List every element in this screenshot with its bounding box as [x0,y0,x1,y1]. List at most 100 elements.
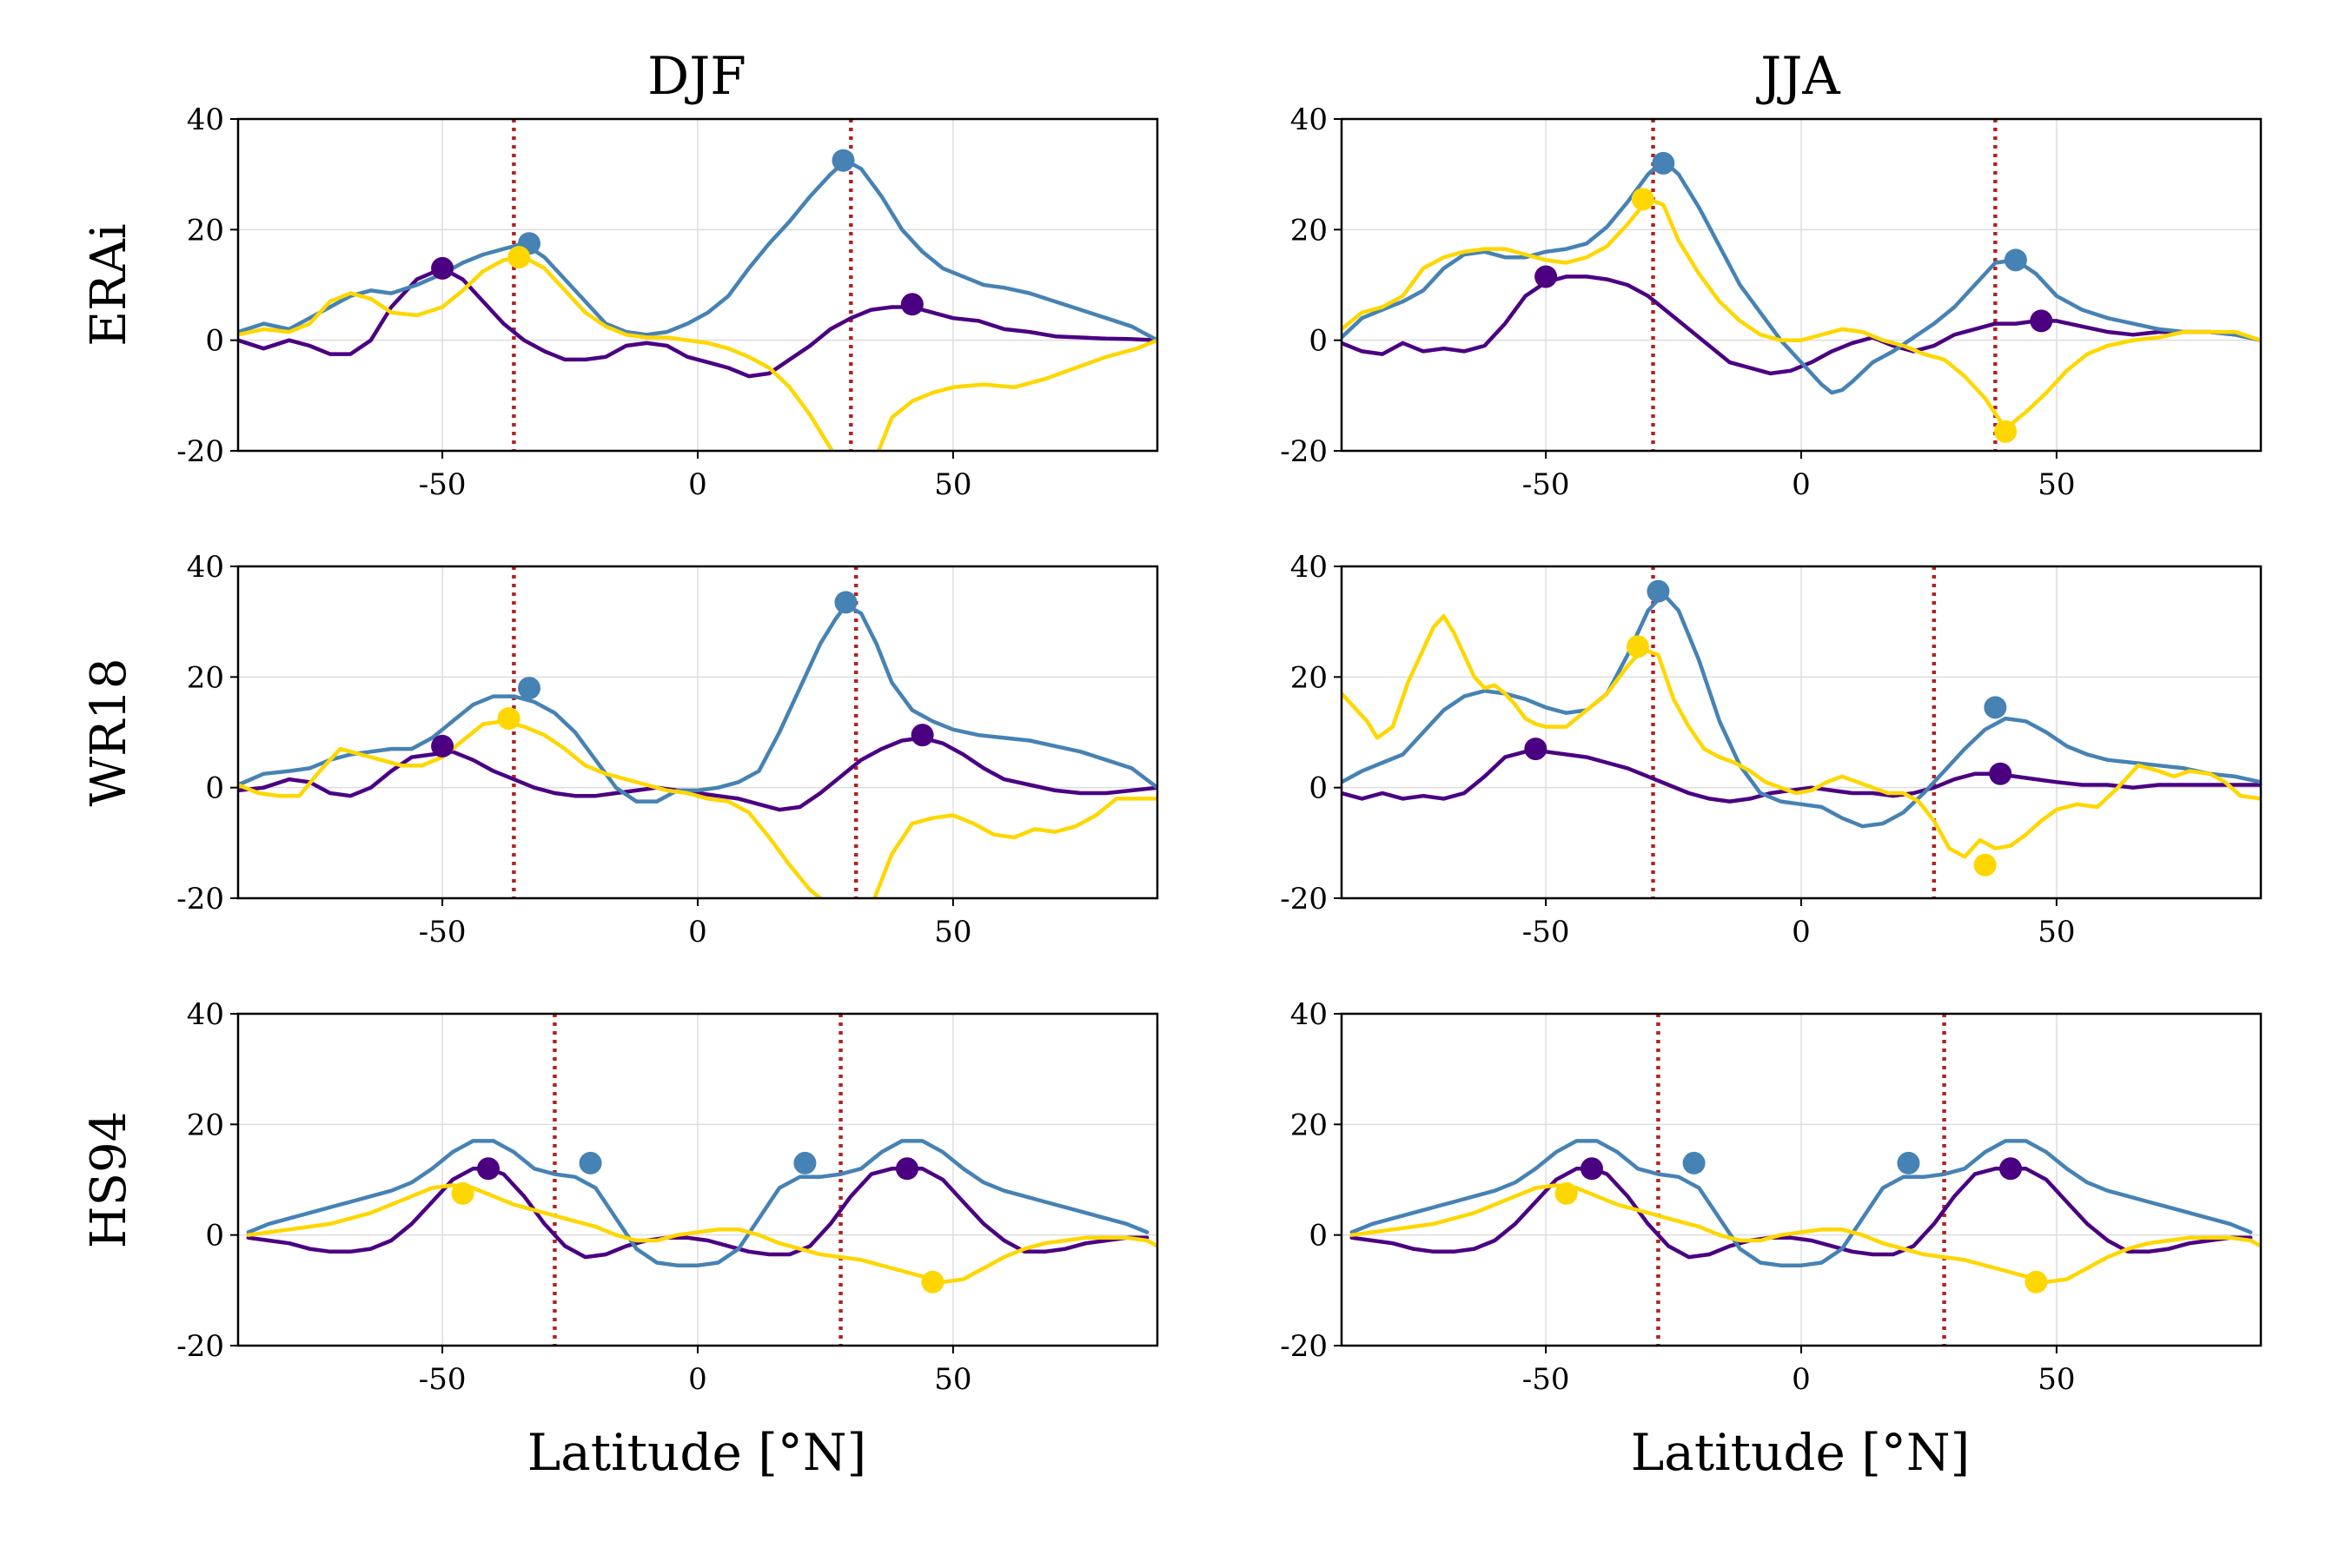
series-yellow [1342,614,2261,859]
point-yellow-5 [1994,420,2018,443]
series-blue [1342,158,2261,395]
series-yellow [238,255,1157,451]
y-tick-label-2: 20 [1290,660,1328,695]
x-tick-label-1: 0 [1792,915,1811,949]
series-blue [1349,1139,2253,1267]
x-tick-label-1: 0 [688,915,707,949]
series-purple [1342,750,2261,804]
point-yellow-5 [2025,1270,2048,1293]
point-yellow-2 [1554,1181,1578,1205]
point-blue-1 [1647,579,1670,603]
panels: -50 0 50 -20 0 20 40 -50 0 50 -20 0 20 40 -50 0 50 -20 0 20… [176,103,2263,1397]
y-tick-label-1: 0 [1309,771,1328,806]
x-tick-label-0: -50 [1522,467,1570,502]
point-purple-0 [1581,1157,1604,1181]
y-tick-label-0: -20 [1280,882,1328,916]
point-purple-4 [1998,1157,2022,1181]
y-tick-label-2: 20 [187,660,224,695]
y-tick-label-0: -20 [1280,434,1328,469]
y-tick-label-1: 0 [1309,1219,1328,1254]
series-yellow [238,719,1157,898]
point-purple-0 [1524,738,1547,761]
point-blue-1 [579,1151,602,1174]
x-tick-label-0: -50 [419,915,467,949]
point-blue-3 [1984,696,2007,719]
y-tick-label-3: 40 [1290,103,1328,137]
plot-area [238,566,1157,898]
x-tick-label-0: -50 [1522,1362,1570,1397]
y-tick-label-2: 20 [187,213,224,248]
row-label-erai: ERAi [81,223,137,346]
y-tick-label-0: -20 [1280,1329,1328,1364]
y-tick-label-2: 20 [1290,213,1328,248]
series-blue [1342,592,2261,829]
series-purple [1349,1167,2253,1260]
y-tick-label-2: 20 [187,1108,224,1142]
point-purple-0 [477,1157,500,1181]
point-purple-0 [1534,265,1558,288]
y-tick-label-0: -20 [176,882,224,916]
y-tick-label-2: 20 [1290,1108,1328,1142]
series-purple [246,1167,1150,1260]
x-axis-label-right: Latitude [°N] [1631,1423,1971,1482]
point-purple-4 [1989,762,2012,785]
y-tick-label-3: 40 [1290,997,1328,1032]
series-blue [238,158,1157,342]
plot-area [1342,566,2261,898]
x-tick-label-1: 0 [1792,1362,1811,1397]
point-blue-1 [518,677,541,700]
point-yellow-5 [1973,853,1997,877]
x-tick-label-0: -50 [419,1362,467,1397]
series-purple [1342,275,2261,376]
x-tick-label-2: 50 [934,915,971,949]
panel-wr18-jja: -50 0 50 -20 0 20 40 [1280,550,2263,949]
column-title-jja: JJA [1755,46,1840,107]
series-blue [238,603,1157,804]
point-purple-0 [431,256,454,280]
x-tick-label-2: 50 [934,1362,971,1397]
x-tick-label-1: 0 [688,1362,707,1397]
y-tick-label-3: 40 [187,550,224,585]
series-yellow [1342,197,2261,431]
panel-erai-djf: -50 0 50 -20 0 20 40 [176,103,1159,502]
x-tick-label-2: 50 [2038,1362,2075,1397]
panel-hs94-djf: -50 0 50 -20 0 20 40 [176,997,1159,1397]
column-title-djf: DJF [647,46,746,107]
row-label-wr18: WR18 [81,658,137,807]
series-yellow [1349,1183,2261,1285]
y-tick-label-0: -20 [176,434,224,469]
y-tick-label-3: 40 [187,997,224,1032]
point-yellow-2 [497,707,520,731]
series-yellow [246,1183,1157,1285]
y-tick-label-1: 0 [205,324,224,359]
plot-area [1349,1014,2261,1346]
point-blue-1 [1682,1151,1706,1174]
row-label-hs94: HS94 [81,1111,137,1248]
y-tick-label-3: 40 [1290,550,1328,585]
point-blue-3 [793,1151,817,1174]
point-yellow-2 [1631,188,1654,211]
x-axis-label-left: Latitude [°N] [527,1423,867,1482]
point-yellow-2 [451,1181,474,1205]
plot-area [1342,119,2261,451]
x-tick-label-2: 50 [2038,915,2075,949]
panel-erai-jja: -50 0 50 -20 0 20 40 [1280,103,2263,502]
point-yellow-2 [507,246,531,269]
x-tick-label-1: 0 [1792,467,1811,502]
series-purple [238,266,1157,379]
series-blue [246,1139,1150,1267]
point-purple-4 [911,724,934,747]
y-tick-label-1: 0 [1309,324,1328,359]
x-tick-label-2: 50 [2038,467,2075,502]
y-tick-label-1: 0 [205,1219,224,1254]
point-yellow-5 [921,1270,944,1293]
x-tick-label-2: 50 [934,467,971,502]
y-tick-label-3: 40 [187,103,224,137]
x-tick-label-1: 0 [688,467,707,502]
point-blue-3 [834,591,858,614]
point-purple-4 [900,293,924,316]
y-tick-label-1: 0 [205,771,224,806]
y-tick-label-0: -20 [176,1329,224,1364]
